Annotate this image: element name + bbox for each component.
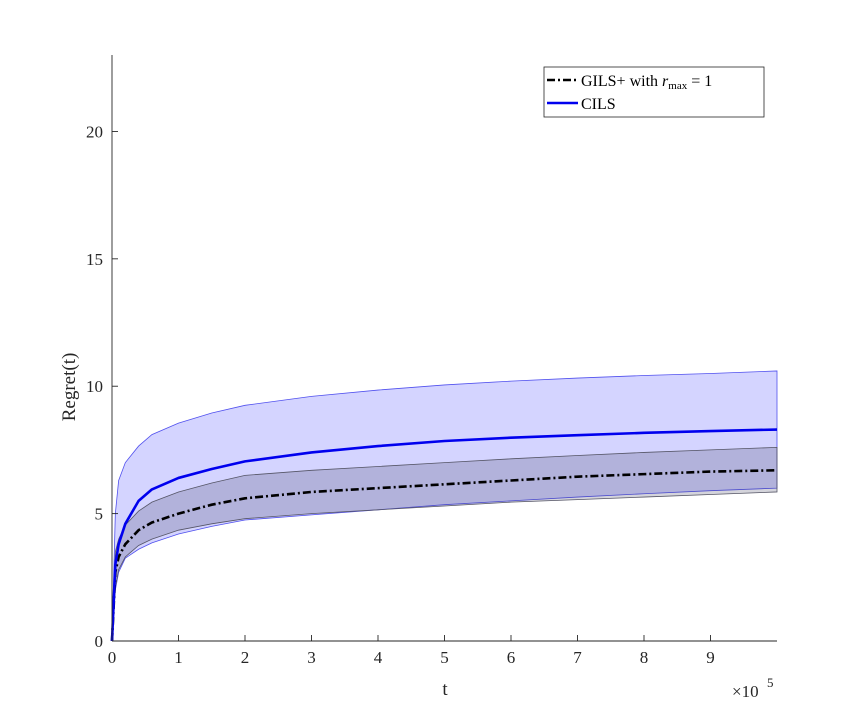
y-tick-label: 10 bbox=[86, 377, 103, 396]
y-tick-label: 0 bbox=[95, 632, 104, 651]
x-tick-label: 0 bbox=[108, 648, 117, 667]
axes bbox=[111, 55, 777, 642]
x-tick-label: 6 bbox=[507, 648, 516, 667]
x-tick-label: 5 bbox=[440, 648, 449, 667]
x-tick-label: 7 bbox=[573, 648, 582, 667]
y-axis-label: Regret(t) bbox=[59, 353, 80, 422]
y-tick-label: 20 bbox=[86, 122, 103, 141]
legend: GILS+ with rmax = 1 CILS bbox=[543, 66, 765, 118]
y-tick-label: 5 bbox=[95, 505, 104, 524]
tick-labels: 0 1 2 3 4 5 6 7 8 9 0 5 10 15 20 bbox=[86, 122, 715, 667]
legend-label-gils: GILS+ with rmax = 1 bbox=[581, 73, 712, 92]
series-lines bbox=[110, 428, 778, 642]
x-tick-label: 3 bbox=[307, 648, 316, 667]
x-exponent-power: 5 bbox=[767, 675, 774, 690]
series-line-cils bbox=[110, 428, 778, 642]
x-tick-label: 9 bbox=[706, 648, 715, 667]
series-line-gils bbox=[110, 469, 778, 642]
x-tick-label: 2 bbox=[241, 648, 250, 667]
x-exponent: ×10 5 bbox=[732, 675, 774, 701]
x-tick-label: 4 bbox=[374, 648, 383, 667]
x-exponent-base: ×10 bbox=[732, 682, 759, 701]
legend-label-cils: CILS bbox=[581, 96, 616, 113]
x-axis-label: t bbox=[442, 679, 448, 700]
x-tick-label: 8 bbox=[640, 648, 649, 667]
y-tick-label: 15 bbox=[86, 250, 103, 269]
legend-box bbox=[543, 66, 765, 118]
x-tick-label: 1 bbox=[174, 648, 183, 667]
